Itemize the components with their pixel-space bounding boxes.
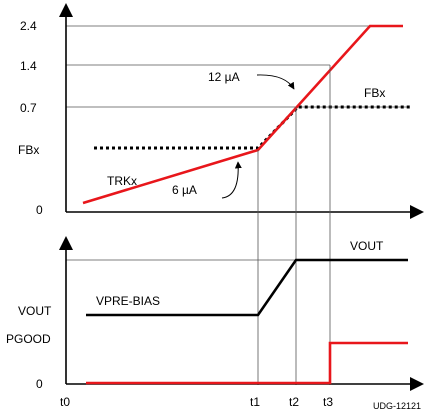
time-label-t2: t2 bbox=[289, 395, 299, 409]
label-fbx-signal: FBx bbox=[364, 86, 385, 100]
trkx-trace bbox=[82, 24, 403, 205]
axis-label-vout: VOUT bbox=[18, 304, 52, 318]
arrow-12-ua bbox=[256, 74, 295, 90]
fbx-trace bbox=[94, 105, 410, 150]
axis-label-zero-bottom: 0 bbox=[36, 377, 43, 391]
pgood-trace bbox=[86, 341, 408, 385]
top-x-axis-arrow bbox=[410, 205, 424, 219]
tick-zero-top: 0 bbox=[36, 203, 43, 217]
label-trkx-signal: TRKx bbox=[107, 174, 137, 188]
vout-trace bbox=[86, 258, 408, 317]
top-y-axis-arrow bbox=[59, 3, 73, 17]
bottom-x-axis-arrow bbox=[410, 377, 424, 391]
time-label-t3: t3 bbox=[323, 395, 333, 409]
time-label-t0: t0 bbox=[60, 395, 70, 409]
figure-id: UDG-12121 bbox=[373, 401, 421, 411]
label-vpre-bias: VPRE-BIAS bbox=[96, 294, 160, 308]
label-6-ua: 6 µA bbox=[172, 183, 197, 197]
tick-1-4: 1.4 bbox=[20, 59, 37, 73]
tick-fbx: FBx bbox=[18, 143, 39, 157]
tick-2-4: 2.4 bbox=[20, 19, 37, 33]
bottom-panel: VOUT VPRE-BIAS VOUT PGOOD 0 t0 t1 t2 t3 … bbox=[6, 236, 424, 411]
time-markers bbox=[257, 65, 331, 385]
tick-0-7: 0.7 bbox=[20, 101, 37, 115]
label-vout-signal: VOUT bbox=[350, 239, 384, 253]
time-label-t1: t1 bbox=[250, 395, 260, 409]
arrow-6-ua bbox=[221, 161, 242, 199]
bottom-y-axis-arrow bbox=[59, 236, 73, 250]
top-panel: 2.4 1.4 0.7 FBx 0 12 µA 6 µA FBx TRKx bbox=[18, 3, 424, 219]
label-12-ua: 12 µA bbox=[208, 70, 240, 84]
axis-label-pgood: PGOOD bbox=[6, 332, 51, 346]
